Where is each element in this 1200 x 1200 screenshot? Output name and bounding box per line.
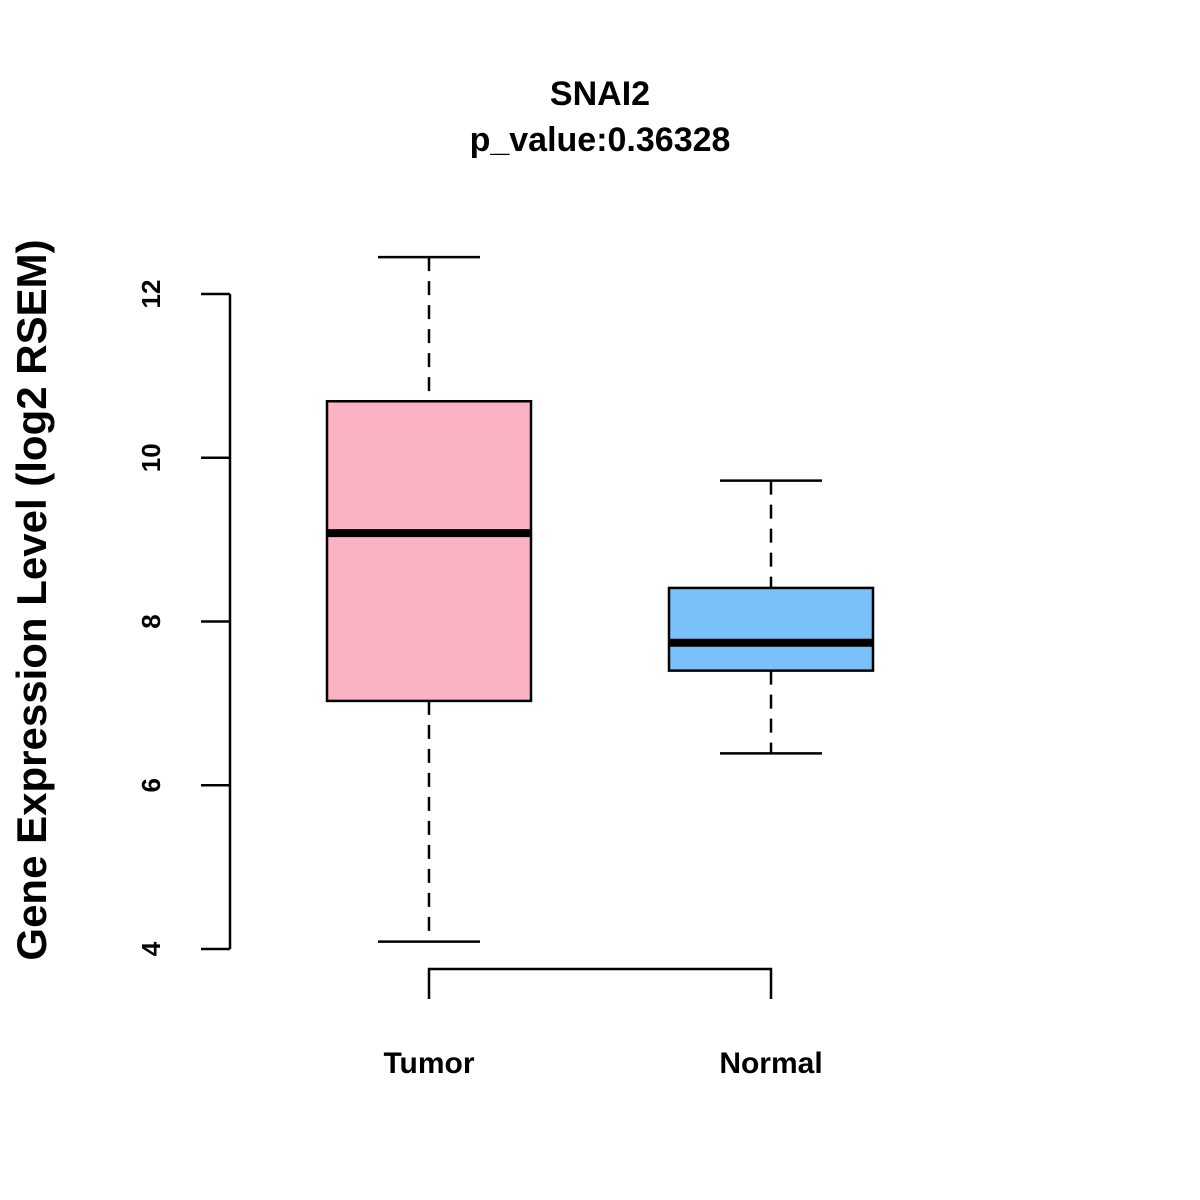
bracket-line: [427, 967, 773, 999]
y-tick-label: 4: [136, 941, 166, 956]
y-axis: 4 6 8 10 12: [136, 280, 232, 956]
y-tick-label: 6: [136, 778, 166, 792]
x-category-label: Tumor: [383, 1047, 474, 1080]
iqr-box: [325, 400, 533, 703]
y-tick-label: 8: [136, 614, 166, 628]
y-tick-label: 10: [136, 443, 166, 472]
x-axis-labels: Tumor Normal: [383, 1047, 822, 1080]
box-normal: [667, 479, 875, 755]
y-axis-label: Gene Expression Level (log2 RSEM): [8, 239, 55, 960]
boxes-layer: [325, 255, 875, 943]
box-tumor: [325, 255, 533, 943]
iqr-box: [667, 586, 875, 672]
x-category-label: Normal: [719, 1047, 822, 1080]
chart-title: SNAI2: [550, 75, 650, 113]
comparison-bracket: [427, 967, 773, 999]
chart-subtitle: p_value:0.36328: [470, 121, 731, 159]
y-tick-label: 12: [136, 280, 166, 309]
